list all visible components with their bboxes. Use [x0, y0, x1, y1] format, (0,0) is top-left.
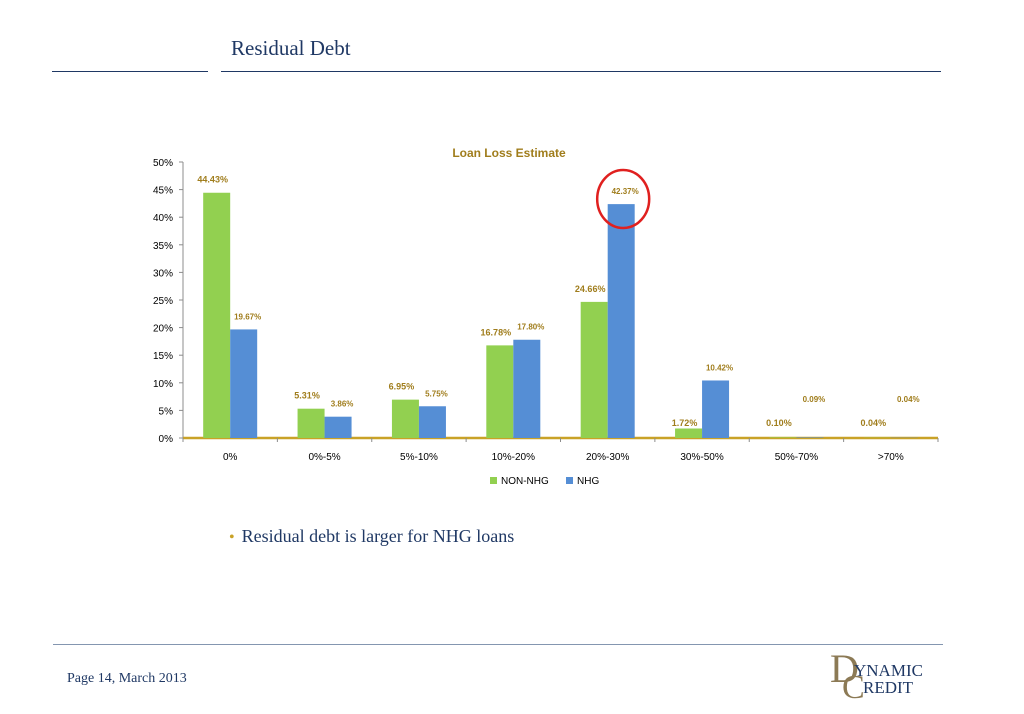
bar-non-nhg — [581, 302, 608, 438]
data-label-nhg: 5.75% — [425, 389, 448, 398]
bar-non-nhg — [675, 429, 702, 438]
data-label-nhg: 10.42% — [706, 363, 733, 372]
data-label-nhg: 42.37% — [612, 187, 639, 196]
bar-nhg — [608, 204, 635, 438]
y-tick-label: 25% — [153, 296, 173, 307]
x-tick-label: 5%-10% — [400, 452, 438, 463]
data-label-non-nhg: 1.72% — [672, 418, 698, 428]
y-tick-label: 35% — [153, 241, 173, 252]
bar-non-nhg — [486, 345, 513, 438]
data-label-nhg: 17.80% — [517, 323, 544, 332]
y-tick-label: 5% — [159, 406, 174, 417]
bar-non-nhg — [769, 437, 796, 438]
y-tick-label: 40% — [153, 213, 173, 224]
legend-swatch-non-nhg — [490, 477, 497, 484]
bar-nhg — [419, 406, 446, 438]
svg-text:C: C — [842, 669, 865, 700]
y-tick-label: 20% — [153, 324, 173, 335]
data-label-nhg: 0.09% — [803, 395, 826, 404]
bullet-point: • Residual debt is larger for NHG loans — [229, 526, 514, 547]
data-label-nhg: 0.04% — [897, 395, 920, 404]
footer-rule — [53, 644, 943, 645]
data-label-non-nhg: 0.04% — [861, 418, 887, 428]
data-label-non-nhg: 6.95% — [389, 382, 415, 392]
footer-page-info: Page 14, March 2013 — [67, 671, 187, 687]
svg-text:REDIT: REDIT — [863, 678, 914, 697]
x-tick-label: 0% — [223, 452, 238, 463]
x-tick-label: 10%-20% — [492, 452, 535, 463]
bar-nhg — [513, 340, 540, 438]
y-tick-label: 30% — [153, 268, 173, 279]
bullet-text: Residual debt is larger for NHG loans — [242, 526, 515, 546]
bullet-dot-icon: • — [229, 529, 235, 546]
x-tick-label: 50%-70% — [775, 452, 818, 463]
chart-title: Loan Loss Estimate — [452, 146, 566, 160]
data-label-non-nhg: 16.78% — [481, 327, 512, 337]
legend-label-nhg: NHG — [577, 476, 599, 487]
y-tick-label: 50% — [153, 158, 173, 169]
x-tick-label: >70% — [878, 452, 904, 463]
data-label-non-nhg: 44.43% — [197, 175, 228, 185]
dynamic-credit-logo: D YNAMIC C REDIT — [828, 648, 948, 700]
bar-non-nhg — [298, 409, 325, 438]
bar-nhg — [230, 329, 257, 438]
data-label-non-nhg: 0.10% — [766, 418, 792, 428]
data-label-nhg: 19.67% — [234, 312, 261, 321]
legend-label-non-nhg: NON-NHG — [501, 476, 549, 487]
y-tick-label: 45% — [153, 186, 173, 197]
bar-nhg — [325, 417, 352, 438]
bar-nhg — [702, 380, 729, 438]
x-tick-label: 0%-5% — [308, 452, 340, 463]
bar-non-nhg — [203, 193, 230, 438]
data-label-nhg: 3.86% — [331, 400, 354, 409]
x-tick-label: 30%-50% — [680, 452, 723, 463]
y-tick-label: 15% — [153, 351, 173, 362]
y-tick-label: 10% — [153, 379, 173, 390]
x-tick-label: 20%-30% — [586, 452, 629, 463]
legend-swatch-nhg — [566, 477, 573, 484]
bar-non-nhg — [392, 400, 419, 438]
data-label-non-nhg: 5.31% — [294, 391, 320, 401]
y-tick-label: 0% — [159, 434, 174, 445]
data-label-non-nhg: 24.66% — [575, 284, 606, 294]
